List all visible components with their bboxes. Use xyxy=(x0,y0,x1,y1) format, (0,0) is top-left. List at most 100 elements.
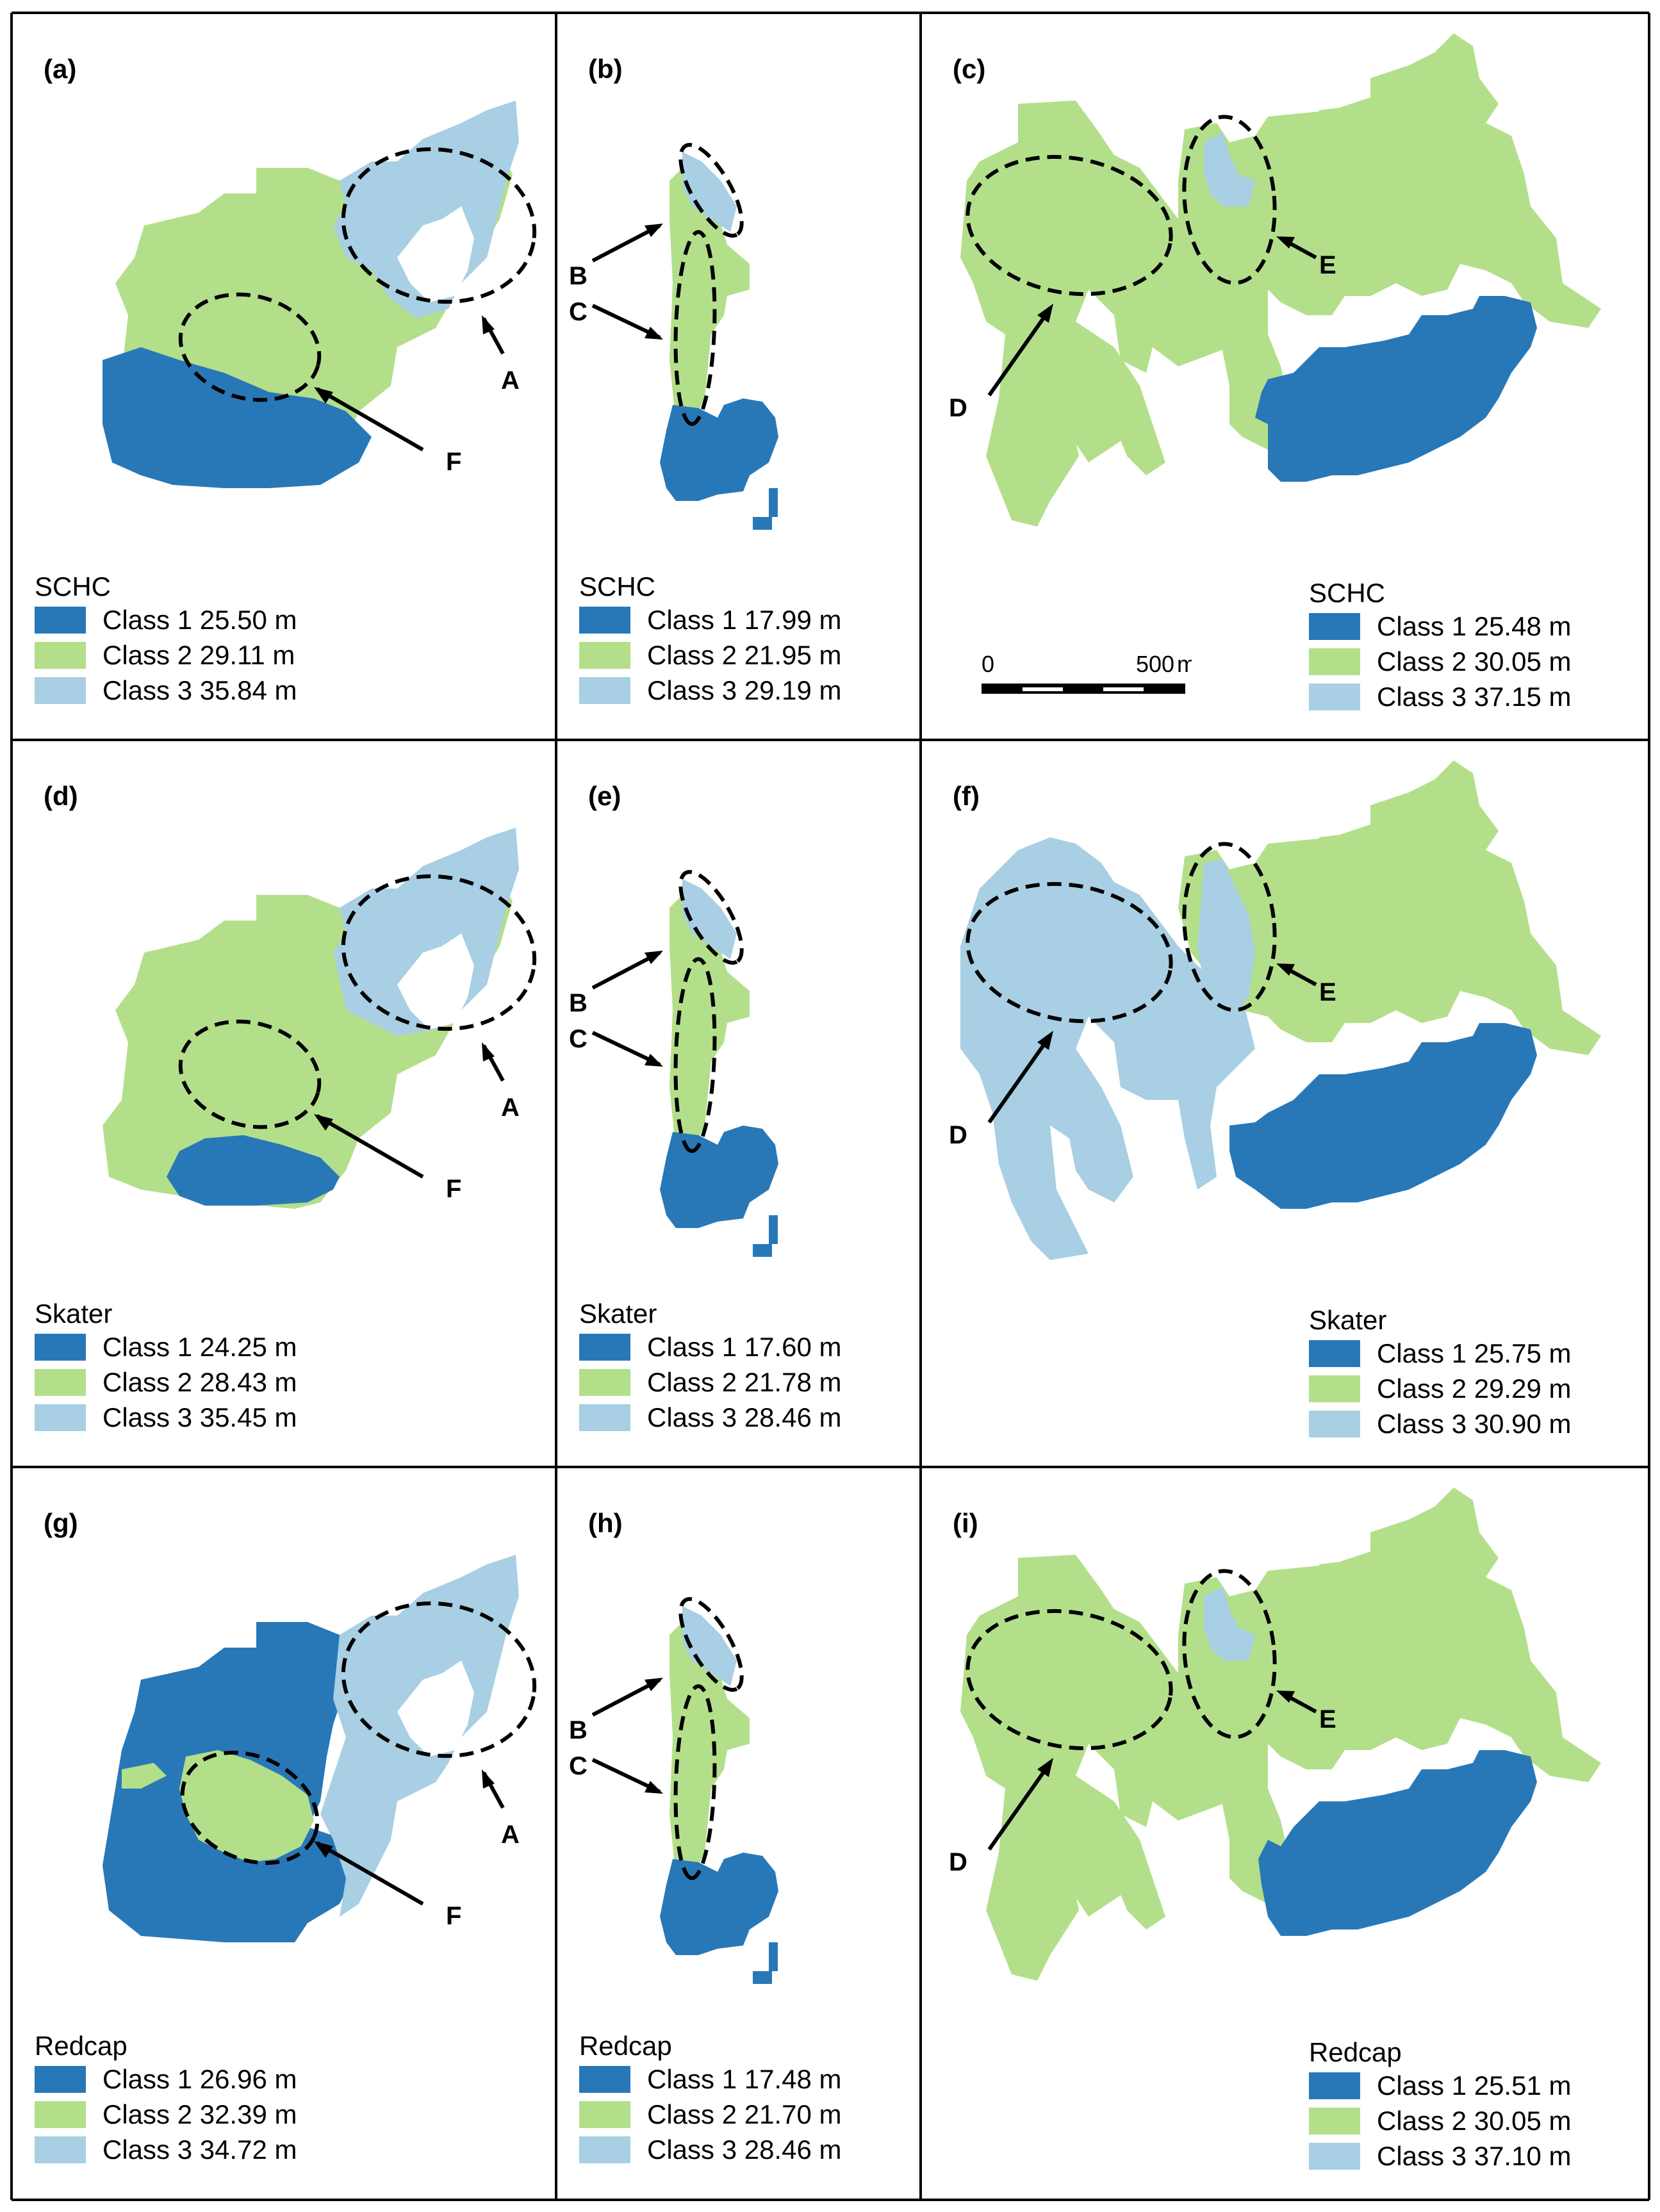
annotation-label: F xyxy=(446,1175,461,1203)
panel-i: (i) D E Redcap Class 1 25.51 m Class 2 3… xyxy=(922,1468,1649,2199)
map-area: B C xyxy=(569,1597,778,1984)
legend-label: Class 3 28.46 m xyxy=(647,2134,842,2165)
panel-label: (f) xyxy=(953,781,980,811)
legend-item: Class 2 21.70 m xyxy=(579,2097,841,2132)
legend-label: Class 2 29.11 m xyxy=(103,639,295,670)
class2-region xyxy=(986,1789,1079,1981)
legend: SCHC Class 1 25.50 m Class 2 29.11 m Cla… xyxy=(35,571,297,708)
region-ellipse xyxy=(178,1019,322,1129)
annotation-label: D xyxy=(949,394,967,422)
scale-unit: m xyxy=(1177,651,1192,677)
scale-bar: 0 500 m xyxy=(982,651,1192,694)
legend-label: Class 2 21.95 m xyxy=(647,639,842,670)
panel-label: (c) xyxy=(953,54,986,84)
legend: SCHC Class 1 17.99 m Class 2 21.95 m Cla… xyxy=(579,571,841,708)
class2-region xyxy=(986,334,1079,527)
arrowhead xyxy=(482,1769,495,1789)
legend-label: Class 3 34.72 m xyxy=(103,2134,297,2165)
arrowhead xyxy=(482,1042,495,1061)
class1-region xyxy=(167,1135,340,1206)
class3-region xyxy=(333,828,519,1036)
legend-item: Class 1 17.99 m xyxy=(579,602,841,637)
arrowhead xyxy=(314,1841,333,1858)
class2-region xyxy=(1076,322,1165,475)
annotation-label: C xyxy=(569,1752,588,1780)
region-ellipse xyxy=(966,154,1173,297)
map-area: D E xyxy=(949,760,1601,1260)
legend-label: Class 1 25.75 m xyxy=(1377,1338,1572,1368)
class1-region xyxy=(1258,1750,1537,1936)
annotation-label: E xyxy=(1319,1705,1336,1733)
arrowhead xyxy=(1276,963,1295,976)
panel-label: (a) xyxy=(44,54,77,84)
legend: SCHC Class 1 25.48 m Class 2 30.05 m Cla… xyxy=(1309,578,1571,714)
region-ellipse xyxy=(966,881,1173,1024)
class3-region xyxy=(682,879,737,959)
arrowhead xyxy=(645,1054,663,1067)
legend-label: Class 2 30.05 m xyxy=(1377,2105,1572,2136)
legend-item: Class 3 28.46 m xyxy=(579,2132,841,2167)
class2-region xyxy=(1076,1776,1165,1929)
legend-label: Class 1 25.50 m xyxy=(103,604,297,635)
legend-item: Class 3 30.90 m xyxy=(1309,1406,1571,1441)
legend-title: Skater xyxy=(579,1299,657,1329)
legend-swatch xyxy=(1309,1339,1360,1367)
legend-label: Class 2 29.29 m xyxy=(1377,1373,1572,1404)
legend: Skater Class 1 24.25 m Class 2 28.43 m C… xyxy=(35,1299,297,1435)
annotation-label: C xyxy=(569,298,588,326)
annotation-arrow xyxy=(987,307,1052,397)
legend-swatch xyxy=(35,1368,86,1396)
map-area: A F xyxy=(103,101,537,488)
legend-item: Class 2 30.05 m xyxy=(1309,2103,1571,2138)
map-area: A F xyxy=(103,1555,537,1942)
arrowhead xyxy=(482,315,495,334)
legend-item: Class 3 29.19 m xyxy=(579,673,841,708)
legend-title: Redcap xyxy=(579,2031,672,2061)
legend-item: Class 1 25.50 m xyxy=(35,602,297,637)
legend-label: Class 3 35.84 m xyxy=(103,675,297,705)
panel-h: (h) B C Redcap Class 1 17.48 m Class 2 2… xyxy=(557,1468,919,2199)
class2-region xyxy=(670,168,750,424)
legend-swatch xyxy=(579,1333,630,1361)
class3-region xyxy=(1204,1587,1255,1660)
annotation-arrow xyxy=(316,1841,424,1906)
class1-region xyxy=(769,1215,778,1244)
class3-region xyxy=(960,837,1255,1260)
region-ellipse xyxy=(966,1609,1173,1751)
legend-item: Class 2 21.95 m xyxy=(579,637,841,673)
arrowhead xyxy=(645,327,663,340)
panel-label: (b) xyxy=(588,54,623,84)
legend-item: Class 2 21.78 m xyxy=(579,1364,841,1400)
legend: Skater Class 1 25.75 m Class 2 29.29 m C… xyxy=(1309,1305,1571,1441)
legend-item: Class 1 25.51 m xyxy=(1309,2068,1571,2103)
legend-label: Class 3 35.45 m xyxy=(103,1402,297,1432)
class2-region xyxy=(670,895,750,1151)
legend-swatch xyxy=(1309,612,1360,640)
legend-label: Class 1 25.51 m xyxy=(1377,2070,1572,2101)
legend-title: SCHC xyxy=(35,571,111,602)
legend-label: Class 3 28.46 m xyxy=(647,1402,842,1432)
legend: Skater Class 1 17.60 m Class 2 21.78 m C… xyxy=(579,1299,841,1435)
panel-e: (e) B C Skater Class 1 17.60 m Class 2 2… xyxy=(557,741,919,1465)
legend-swatch xyxy=(579,606,630,634)
legend-label: Class 2 32.39 m xyxy=(103,2099,297,2129)
legend-swatch xyxy=(579,2136,630,2163)
class2-region xyxy=(1319,831,1499,940)
legend-item: Class 3 35.45 m xyxy=(35,1400,297,1435)
class1-region xyxy=(753,1244,772,1257)
legend-item: Class 2 29.11 m xyxy=(35,637,297,673)
legend-swatch xyxy=(579,2065,630,2093)
legend-item: Class 1 24.25 m xyxy=(35,1329,297,1364)
legend: Redcap Class 1 26.96 m Class 2 32.39 m C… xyxy=(35,2031,297,2167)
arrowhead xyxy=(1037,304,1053,323)
panel-label: (g) xyxy=(44,1508,78,1538)
map-area: A F xyxy=(103,828,537,1209)
annotation-label: D xyxy=(949,1848,967,1876)
scale-end-value: 500 xyxy=(1136,651,1174,677)
legend-swatch xyxy=(35,606,86,634)
arrowhead xyxy=(314,387,333,404)
legend-label: Class 3 37.10 m xyxy=(1377,2140,1572,2171)
panel-f: (f) D E Skater Class 1 25.75 m Class 2 2… xyxy=(922,741,1649,1465)
annotation-label: B xyxy=(569,1716,588,1744)
